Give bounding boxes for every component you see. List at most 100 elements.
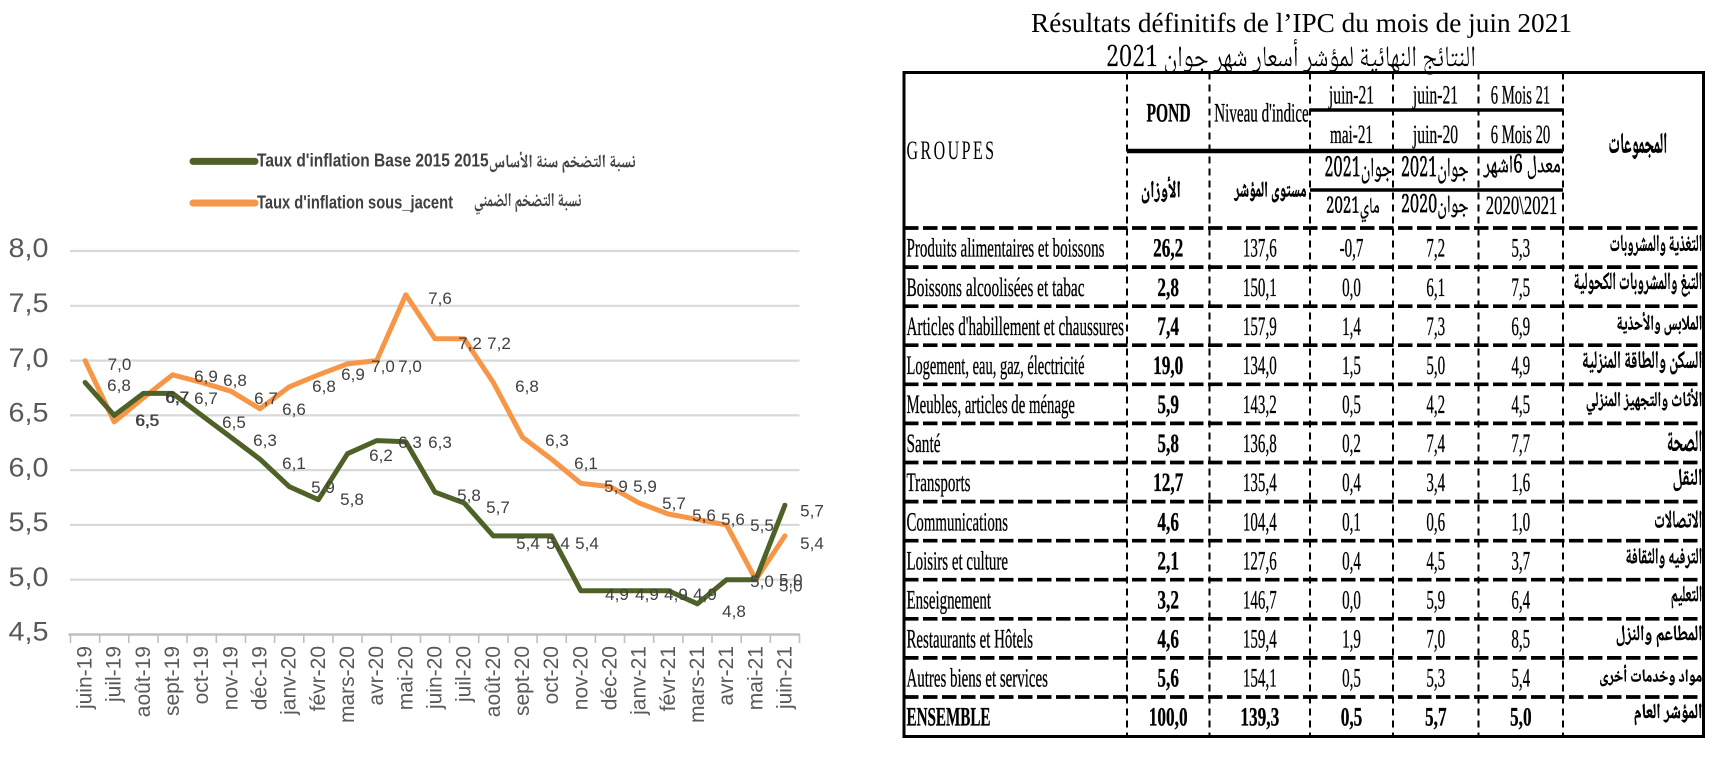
- svg-text:Enseignement: Enseignement: [907, 585, 992, 614]
- svg-text:oct-20: oct-20: [540, 646, 563, 704]
- svg-text:avr-21: avr-21: [715, 646, 738, 706]
- svg-text:6,3: 6,3: [545, 431, 569, 450]
- svg-text:1,5: 1,5: [1342, 351, 1361, 380]
- svg-text:139,3: 139,3: [1240, 702, 1279, 731]
- svg-text:135,4: 135,4: [1243, 468, 1277, 497]
- svg-text:0,2: 0,2: [1342, 429, 1361, 458]
- svg-text:26,2: 26,2: [1153, 233, 1183, 262]
- svg-text:mars-21: mars-21: [686, 646, 709, 723]
- svg-text:6,7: 6,7: [194, 389, 218, 408]
- svg-text:Boissons alcoolisées et tabac: Boissons alcoolisées et tabac: [907, 273, 1085, 302]
- svg-text:juin-20: juin-20: [424, 646, 447, 710]
- svg-text:4,9: 4,9: [1511, 351, 1530, 380]
- svg-text:5,7: 5,7: [800, 502, 824, 521]
- svg-text:157,9: 157,9: [1243, 312, 1277, 341]
- svg-text:juil-20: juil-20: [453, 646, 476, 703]
- svg-text:6,9: 6,9: [341, 365, 365, 384]
- svg-text:Logement, eau, gaz, électricit: Logement, eau, gaz, électricité: [907, 351, 1085, 381]
- svg-text:sept-20: sept-20: [511, 646, 534, 716]
- svg-text:juin-19: juin-19: [74, 646, 97, 710]
- svg-text:5,0: 5,0: [1426, 351, 1445, 380]
- svg-text:19,0: 19,0: [1153, 350, 1183, 379]
- svg-text:Restaurants et Hôtels: Restaurants et Hôtels: [907, 624, 1034, 653]
- svg-text:Taux d'inflation sous_jacent: Taux d'inflation sous_jacent: [257, 193, 453, 213]
- svg-text:7,2: 7,2: [1426, 233, 1445, 262]
- svg-text:5,5: 5,5: [9, 507, 49, 537]
- svg-text:nov-19: nov-19: [219, 646, 242, 710]
- svg-text:GROUPES: GROUPES: [907, 136, 997, 165]
- svg-text:-0,7: -0,7: [1340, 233, 1364, 262]
- svg-text:Résultats définitifs de l’IPC: Résultats définitifs de l’IPC du mois de…: [1031, 8, 1572, 38]
- svg-text:0,4: 0,4: [1342, 468, 1361, 497]
- svg-text:4,5: 4,5: [9, 617, 49, 647]
- svg-text:7,7: 7,7: [1511, 429, 1530, 458]
- svg-text:4,6: 4,6: [1157, 507, 1179, 536]
- svg-text:5,5: 5,5: [750, 516, 774, 535]
- svg-text:7,3: 7,3: [1426, 312, 1445, 341]
- svg-text:5,0: 5,0: [750, 572, 774, 591]
- svg-text:7,4: 7,4: [1426, 429, 1445, 458]
- svg-text:4,9: 4,9: [635, 585, 659, 604]
- svg-text:7,0: 7,0: [398, 357, 422, 376]
- svg-text:5,0: 5,0: [779, 577, 803, 596]
- svg-text:mai-20: mai-20: [394, 646, 417, 710]
- svg-text:154,1: 154,1: [1243, 663, 1277, 692]
- svg-text:134,0: 134,0: [1243, 351, 1277, 380]
- svg-text:0,5: 0,5: [1341, 702, 1363, 731]
- svg-text:1,0: 1,0: [1511, 507, 1530, 536]
- svg-text:4,6: 4,6: [1157, 624, 1179, 653]
- svg-text:5,8: 5,8: [457, 486, 481, 505]
- svg-text:janv-21: janv-21: [628, 646, 651, 716]
- svg-text:déc-19: déc-19: [249, 646, 272, 710]
- svg-text:4,5: 4,5: [1426, 546, 1445, 575]
- svg-text:100,0: 100,0: [1149, 702, 1188, 731]
- svg-text:7,0: 7,0: [108, 355, 132, 374]
- svg-text:juin-20: juin-20: [1412, 120, 1458, 149]
- svg-text:juil-19: juil-19: [103, 646, 126, 703]
- svg-text:3,7: 3,7: [1511, 546, 1530, 575]
- svg-text:6,8: 6,8: [312, 377, 336, 396]
- svg-text:7,0: 7,0: [371, 357, 395, 376]
- svg-text:6,1: 6,1: [1426, 273, 1445, 302]
- svg-text:juin-21: juin-21: [773, 646, 796, 710]
- svg-text:5,0: 5,0: [9, 562, 49, 592]
- svg-text:Transports: Transports: [907, 468, 971, 497]
- svg-text:146,7: 146,7: [1243, 585, 1277, 614]
- svg-text:6,9: 6,9: [194, 367, 218, 386]
- svg-text:6,3: 6,3: [253, 431, 277, 450]
- svg-text:nov-20: nov-20: [569, 646, 592, 710]
- svg-text:6,0: 6,0: [9, 452, 49, 482]
- svg-text:POND: POND: [1146, 98, 1190, 127]
- svg-text:104,4: 104,4: [1243, 507, 1277, 536]
- svg-text:4,5: 4,5: [1511, 390, 1530, 419]
- svg-text:1,6: 1,6: [1511, 468, 1530, 497]
- svg-text:0,5: 0,5: [1342, 390, 1361, 419]
- svg-text:7,5: 7,5: [1511, 273, 1530, 302]
- svg-text:3,4: 3,4: [1426, 468, 1445, 497]
- svg-text:5,7: 5,7: [486, 498, 510, 517]
- svg-text:6,2: 6,2: [369, 446, 393, 465]
- svg-text:5,9: 5,9: [1157, 390, 1179, 419]
- svg-text:Autres biens et services: Autres biens et services: [907, 663, 1048, 692]
- svg-text:mai-21: mai-21: [1330, 120, 1373, 149]
- svg-text:5,6: 5,6: [721, 510, 745, 529]
- svg-text:oct-19: oct-19: [190, 646, 213, 704]
- svg-text:7,0: 7,0: [9, 343, 49, 373]
- svg-text:6,8: 6,8: [223, 371, 247, 390]
- svg-text:6,5: 6,5: [9, 398, 49, 428]
- svg-text:4,9: 4,9: [693, 585, 717, 604]
- svg-text:6,1: 6,1: [282, 454, 306, 473]
- svg-text:5,4: 5,4: [516, 534, 540, 553]
- svg-text:6,5: 6,5: [136, 411, 160, 430]
- svg-text:5,8: 5,8: [340, 490, 364, 509]
- svg-text:1,9: 1,9: [1342, 624, 1361, 653]
- svg-text:6,3: 6,3: [428, 433, 452, 452]
- svg-text:6,5: 6,5: [222, 413, 246, 432]
- svg-text:5,9: 5,9: [311, 478, 335, 497]
- svg-text:150,1: 150,1: [1243, 273, 1277, 302]
- svg-text:sept-19: sept-19: [161, 646, 184, 716]
- svg-text:4,8: 4,8: [722, 602, 746, 621]
- svg-text:7,2: 7,2: [487, 334, 511, 353]
- svg-text:janv-20: janv-20: [278, 646, 301, 716]
- svg-text:6 Mois 21: 6 Mois 21: [1491, 80, 1551, 110]
